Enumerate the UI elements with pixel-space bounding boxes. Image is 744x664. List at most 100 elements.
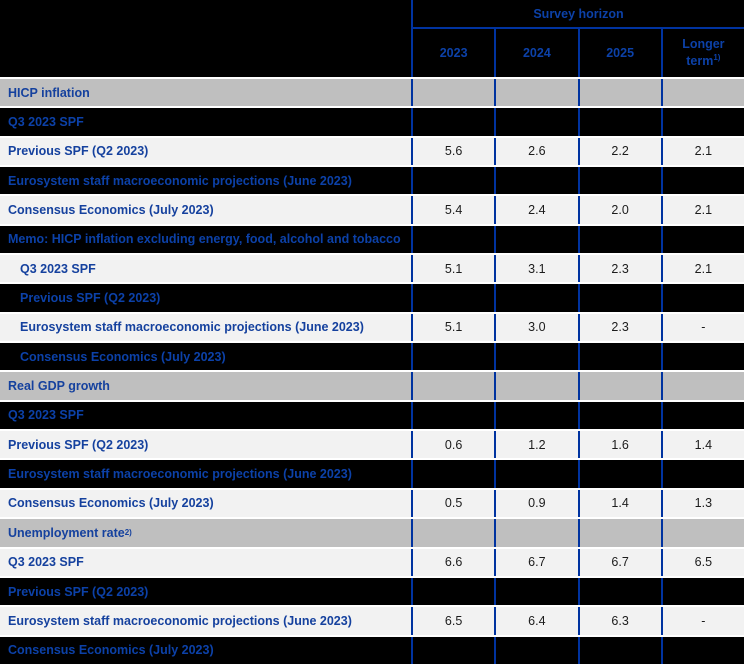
value-cell: 6.7 [494, 548, 577, 576]
value-cell [577, 636, 661, 664]
table-row: Consensus Economics (July 2023) 0.5 0.9 1.4… [0, 487, 744, 518]
value-cell [411, 79, 494, 107]
row-label: Eurosystem staff macroeconomic projectio… [8, 467, 352, 482]
value-cell [577, 577, 661, 606]
value-cell [660, 343, 744, 371]
table-row: Q3 2023 SPF 5.1 3.1 2.3 2.1 [0, 253, 744, 283]
table-row: Q3 2023 SPF 6.6 6.7 6.7 6.5 [0, 546, 744, 576]
row-label: Q3 2023 SPF [8, 115, 84, 130]
value-cell [660, 372, 744, 400]
value-cell [411, 519, 494, 547]
table-row: Previous SPF (Q2 2023) 0.6 1.2 1.6 1.4 [0, 429, 744, 459]
value-cell [494, 519, 577, 547]
value-cell: 5.6 [411, 137, 494, 166]
column-header: Longer term1) [660, 29, 744, 77]
value-cell [660, 636, 744, 664]
header-corner-spacer [0, 0, 411, 29]
value-cell [577, 167, 661, 195]
value-cell [411, 636, 494, 664]
value-cell: - [660, 313, 744, 342]
table-row: Eurosystem staff macroeconomic projectio… [0, 311, 744, 342]
value-cell [411, 225, 494, 254]
row-label: Consensus Economics (July 2023) [8, 203, 214, 218]
table-row: Q3 2023 SPF [0, 399, 744, 430]
value-cell [660, 401, 744, 430]
value-cell [494, 577, 577, 606]
value-cell [494, 167, 577, 195]
value-cell: - [660, 607, 744, 635]
table-column-header-row: 2023 2024 2025 Longer term1) [0, 29, 744, 77]
value-cell: 1.2 [494, 431, 577, 459]
row-label: Q3 2023 SPF [8, 555, 84, 570]
row-label: HICP inflation [8, 85, 90, 100]
value-cell [577, 372, 661, 400]
value-cell: 2.2 [577, 137, 661, 166]
value-cell [411, 108, 494, 136]
value-cell [577, 343, 661, 371]
value-cell [577, 460, 661, 488]
value-cell: 2.1 [660, 137, 744, 166]
value-cell [494, 460, 577, 488]
column-header-label: 2024 [522, 45, 551, 60]
value-cell: 2.3 [577, 313, 661, 342]
value-cell: 5.1 [411, 255, 494, 283]
value-cell [577, 108, 661, 136]
header-corner-spacer [0, 29, 411, 77]
value-cell: 0.9 [494, 489, 577, 518]
table-row: Memo: HICP inflation excluding energy, f… [0, 223, 744, 254]
value-cell [660, 108, 744, 136]
value-cell [494, 636, 577, 664]
row-label: Previous SPF (Q2 2023) [8, 584, 149, 599]
value-cell: 1.6 [577, 431, 661, 459]
value-cell [660, 167, 744, 195]
column-header-label: 2023 [439, 45, 468, 60]
row-label: Consensus Economics (July 2023) [8, 496, 214, 511]
table-row: Q3 2023 SPF [0, 106, 744, 136]
value-cell: 2.4 [494, 196, 577, 224]
value-cell: 6.7 [577, 548, 661, 576]
value-cell: 2.1 [660, 196, 744, 224]
value-cell: 5.1 [411, 313, 494, 342]
column-header: 2023 [411, 29, 494, 77]
row-label: Q3 2023 SPF [20, 261, 96, 276]
value-cell: 5.4 [411, 196, 494, 224]
row-label: Consensus Economics (July 2023) [8, 643, 214, 658]
footnote-marker: 1) [713, 52, 721, 62]
value-cell [411, 401, 494, 430]
value-cell [494, 372, 577, 400]
value-cell [411, 460, 494, 488]
value-cell [494, 343, 577, 371]
value-cell: 0.5 [411, 489, 494, 518]
value-cell [494, 79, 577, 107]
row-label: Previous SPF (Q2 2023) [8, 144, 149, 159]
table-row: Consensus Economics (July 2023) 5.4 2.4 2.0… [0, 194, 744, 224]
value-cell [577, 284, 661, 312]
value-cell [494, 108, 577, 136]
row-label: Previous SPF (Q2 2023) [8, 437, 149, 452]
table-row: HICP inflation [0, 77, 744, 107]
table-row: Eurosystem staff macroeconomic projectio… [0, 458, 744, 488]
value-cell: 6.4 [494, 607, 577, 635]
table-body: HICP inflation Q3 2023 SPF Previous SPF (Q… [0, 77, 744, 664]
table-row: Eurosystem staff macroeconomic projectio… [0, 165, 744, 195]
table-row: Consensus Economics (July 2023) [0, 341, 744, 371]
row-label: Eurosystem staff macroeconomic projectio… [8, 173, 352, 188]
value-cell [660, 519, 744, 547]
value-cell: 1.4 [577, 489, 661, 518]
value-cell: 6.3 [577, 607, 661, 635]
value-cell [411, 167, 494, 195]
value-cell [577, 519, 661, 547]
value-cell [577, 225, 661, 254]
value-cell: 6.5 [411, 607, 494, 635]
value-cell: 6.6 [411, 548, 494, 576]
value-cell: 3.1 [494, 255, 577, 283]
row-label: Previous SPF (Q2 2023) [20, 291, 161, 306]
column-header: 2024 [494, 29, 577, 77]
column-header-label: 2025 [606, 45, 635, 60]
table-row: Previous SPF (Q2 2023) [0, 282, 744, 312]
row-label: Eurosystem staff macroeconomic projectio… [20, 320, 364, 335]
row-label: Unemployment rate 2) [8, 525, 132, 540]
column-header-label: Longer term1) [682, 37, 725, 68]
row-label: Q3 2023 SPF [8, 408, 84, 423]
